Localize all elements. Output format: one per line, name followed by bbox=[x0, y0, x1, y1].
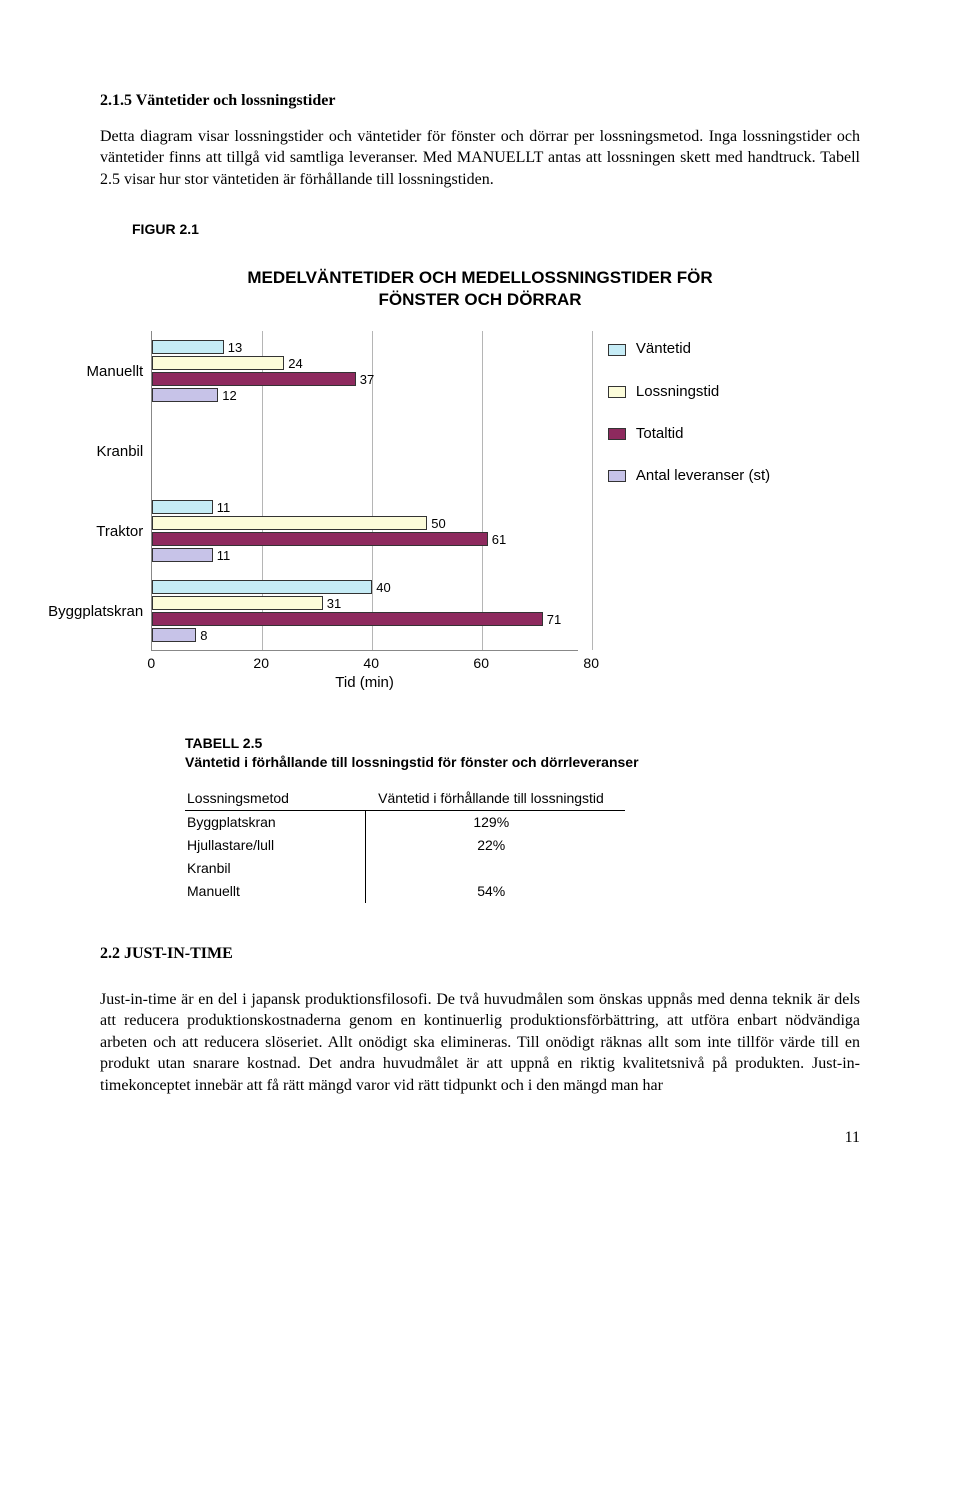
chart-title-line2: FÖNSTER OCH DÖRRAR bbox=[378, 290, 581, 309]
chart-bar-value-label: 71 bbox=[547, 611, 561, 629]
chart-legend-label: Antal leveranser (st) bbox=[636, 466, 770, 486]
chart-bar bbox=[152, 372, 356, 386]
data-table: Lossningsmetod Väntetid i förhållande ti… bbox=[185, 787, 625, 902]
table-caption: Väntetid i förhållande till lossningstid… bbox=[185, 753, 860, 772]
figure-label: FIGUR 2.1 bbox=[132, 220, 860, 239]
chart-bar-value-label: 61 bbox=[492, 531, 506, 549]
section-heading: 2.1.5 Väntetider och lossningstider bbox=[100, 90, 860, 112]
chart-bar bbox=[152, 500, 213, 514]
chart-category-axis: Manuellt Kranbil Traktor Byggplatskran bbox=[30, 331, 151, 651]
chart-x-tick: 20 bbox=[253, 654, 269, 673]
chart-x-tick: 40 bbox=[363, 654, 379, 673]
chart-bar-value-label: 37 bbox=[360, 371, 374, 389]
subsection-paragraph: Just-in-time är en del i japansk produkt… bbox=[100, 989, 860, 1097]
chart-x-ticks: 020406080 bbox=[151, 651, 578, 671]
table-col2-header: Väntetid i förhållande till lossningstid bbox=[365, 787, 625, 810]
chart-legend-label: Lossningstid bbox=[636, 382, 719, 402]
chart-legend-label: Totaltid bbox=[636, 424, 684, 444]
chart-legend-item: Väntetid bbox=[608, 339, 860, 359]
chart-bar-value-label: 31 bbox=[327, 595, 341, 613]
chart-bar-value-label: 13 bbox=[228, 339, 242, 357]
table-cell-method: Kranbil bbox=[185, 857, 365, 880]
table-cell-method: Manuellt bbox=[185, 880, 365, 903]
chart-bar bbox=[152, 532, 488, 546]
chart-legend-swatch bbox=[608, 386, 626, 398]
chart-title: MEDELVÄNTETIDER OCH MEDELLOSSNINGSTIDER … bbox=[100, 267, 860, 311]
chart-bar-value-label: 12 bbox=[222, 387, 236, 405]
chart-bar-value-label: 24 bbox=[288, 355, 302, 373]
table-row: Byggplatskran129% bbox=[185, 811, 625, 834]
chart-x-axis-label: Tid (min) bbox=[151, 673, 578, 693]
chart-bar bbox=[152, 340, 224, 354]
chart-bar bbox=[152, 580, 372, 594]
table-label: TABELL 2.5 bbox=[185, 734, 860, 753]
chart-bar-value-label: 50 bbox=[431, 515, 445, 533]
chart-bar bbox=[152, 516, 427, 530]
page-number: 11 bbox=[100, 1127, 860, 1149]
chart-bar bbox=[152, 356, 284, 370]
chart-legend-item: Lossningstid bbox=[608, 382, 860, 402]
chart-bar-value-label: 8 bbox=[200, 627, 207, 645]
table-header-row: Lossningsmetod Väntetid i förhållande ti… bbox=[185, 787, 625, 810]
chart-bar-value-label: 40 bbox=[376, 579, 390, 597]
chart-bar bbox=[152, 548, 213, 562]
chart-legend-label: Väntetid bbox=[636, 339, 691, 359]
intro-paragraph: Detta diagram visar lossningstider och v… bbox=[100, 126, 860, 191]
chart-x-tick: 60 bbox=[473, 654, 489, 673]
table-cell-value: 22% bbox=[365, 834, 625, 857]
chart-bar bbox=[152, 612, 543, 626]
chart-plot-column: 13243712115061114031718 020406080 Tid (m… bbox=[151, 331, 578, 693]
chart-gridline bbox=[592, 331, 593, 650]
chart-legend-swatch bbox=[608, 428, 626, 440]
table-row: Hjullastare/lull22% bbox=[185, 834, 625, 857]
table-cell-method: Byggplatskran bbox=[185, 811, 365, 834]
chart-category-label: Kranbil bbox=[97, 442, 144, 462]
chart-bar-value-label: 11 bbox=[217, 547, 231, 565]
chart-legend-item: Antal leveranser (st) bbox=[608, 466, 860, 486]
chart-legend-swatch bbox=[608, 470, 626, 482]
table-row: Kranbil bbox=[185, 857, 625, 880]
chart-bar bbox=[152, 596, 323, 610]
table-col1-header: Lossningsmetod bbox=[185, 787, 365, 810]
table-cell-method: Hjullastare/lull bbox=[185, 834, 365, 857]
table-block: TABELL 2.5 Väntetid i förhållande till l… bbox=[185, 734, 860, 903]
subsection-heading: 2.2 JUST-IN-TIME bbox=[100, 943, 860, 965]
chart-x-tick: 80 bbox=[583, 654, 599, 673]
chart-gridline bbox=[482, 331, 483, 650]
chart-plot-area: 13 24 37 12 11 50 61 11 40 31 71 8 bbox=[151, 331, 578, 651]
chart-bar-value-label: 11 bbox=[217, 499, 231, 517]
chart-container: Manuellt Kranbil Traktor Byggplatskran 13 24… bbox=[30, 331, 860, 693]
chart-x-tick: 0 bbox=[147, 654, 155, 673]
chart-category-label: Manuellt bbox=[87, 362, 144, 382]
table-cell-value: 54% bbox=[365, 880, 625, 903]
chart-category-label: Byggplatskran bbox=[48, 602, 143, 622]
chart-bar bbox=[152, 628, 196, 642]
chart-title-line1: MEDELVÄNTETIDER OCH MEDELLOSSNINGSTIDER … bbox=[247, 268, 712, 287]
table-row: Manuellt54% bbox=[185, 880, 625, 903]
chart-legend: Väntetid Lossningstid Totaltid Antal levera… bbox=[578, 331, 860, 693]
table-cell-value bbox=[365, 857, 625, 880]
table-cell-value: 129% bbox=[365, 811, 625, 834]
chart-legend-swatch bbox=[608, 344, 626, 356]
chart-bar bbox=[152, 388, 218, 402]
chart-legend-item: Totaltid bbox=[608, 424, 860, 444]
chart-category-label: Traktor bbox=[96, 522, 143, 542]
